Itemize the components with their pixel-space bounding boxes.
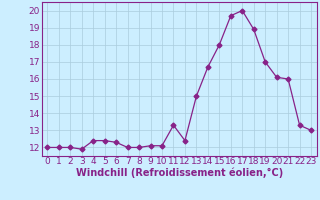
X-axis label: Windchill (Refroidissement éolien,°C): Windchill (Refroidissement éolien,°C) [76,168,283,178]
